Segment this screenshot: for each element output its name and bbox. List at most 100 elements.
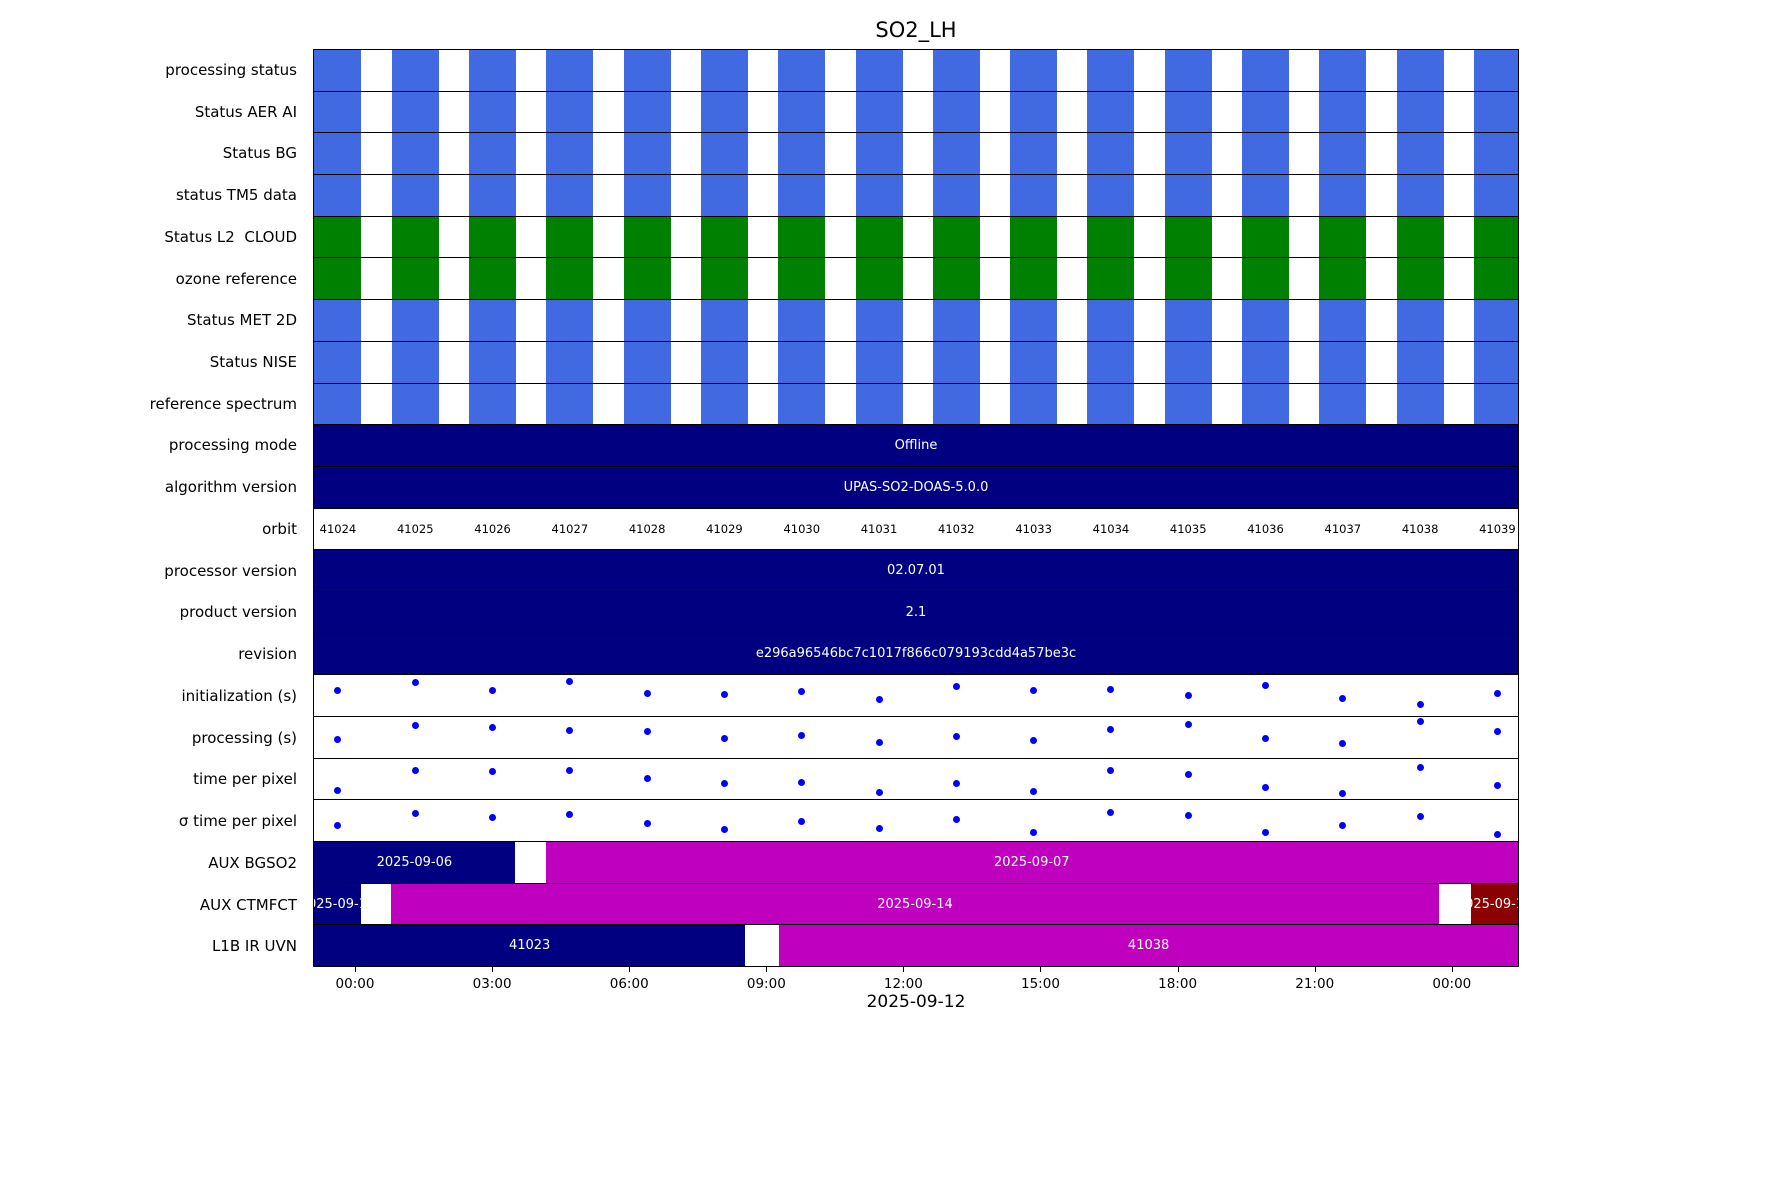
- status-stripe: [469, 258, 517, 300]
- timeline-segment: 2025-09-06: [314, 842, 515, 883]
- status-stripe: [700, 341, 748, 383]
- status-stripe: [1010, 50, 1058, 91]
- timeline-segment: 41023: [314, 925, 746, 966]
- timeline-segment: 41038: [779, 925, 1518, 966]
- status-stripe: [391, 133, 439, 175]
- scatter-point: [1107, 686, 1115, 694]
- status-stripe: [1242, 300, 1289, 341]
- status-stripe: [1087, 258, 1135, 300]
- status-stripe: [546, 175, 594, 216]
- scatter-point: [720, 826, 728, 834]
- scatter-point: [334, 687, 342, 695]
- status-stripe: [314, 341, 362, 383]
- status-stripe: [469, 341, 517, 383]
- row-label-processor-version: processor version: [164, 561, 297, 580]
- x-tick-label: 00:00: [335, 976, 375, 992]
- status-stripe: [1010, 300, 1058, 341]
- status-stripe: [314, 216, 362, 258]
- scatter-point: [798, 818, 806, 826]
- scatter-point: [952, 683, 960, 691]
- status-stripe: [932, 175, 980, 216]
- status-stripe: [314, 258, 362, 300]
- status-stripe: [1242, 175, 1289, 216]
- status-stripe: [391, 341, 439, 383]
- status-stripe: [778, 50, 826, 91]
- scatter-point: [1416, 764, 1424, 772]
- orbit-number: 41025: [396, 521, 434, 536]
- status-stripe: [391, 50, 439, 91]
- status-stripe: [1319, 133, 1367, 175]
- scatter-point: [875, 696, 883, 704]
- status-stripe: [391, 175, 439, 216]
- scatter-point: [952, 816, 960, 824]
- segment-label: 2025-09-07: [994, 854, 1070, 870]
- status-stripe: [1473, 300, 1518, 341]
- x-tick-label: 21:00: [1295, 976, 1335, 992]
- row-label-processing-status: processing status: [165, 60, 297, 79]
- status-stripe: [469, 91, 517, 133]
- status-stripe: [1473, 216, 1518, 258]
- row-label-product-version: product version: [179, 603, 297, 622]
- x-tick-mark: [903, 967, 905, 972]
- status-stripe: [623, 341, 671, 383]
- x-tick-mark: [1177, 967, 1179, 972]
- scatter-point: [1030, 787, 1038, 795]
- status-stripe: [469, 50, 517, 91]
- row-processing-s: [314, 717, 1518, 759]
- row-product-version: 2.1: [314, 591, 1518, 634]
- plot-area: Offline UPAS-SO2-DOAS-5.0.0 41024 41025 4102…: [313, 49, 1519, 967]
- status-stripe: [546, 133, 594, 175]
- orbit-number: 41026: [474, 521, 511, 536]
- status-stripe: [1010, 383, 1058, 425]
- status-stripe: [700, 175, 748, 216]
- row-label-revision: revision: [238, 645, 297, 664]
- row-revision: e296a96546bc7c1017f866c079193cdd4a57be3c: [314, 633, 1518, 676]
- status-stripe: [855, 91, 903, 133]
- status-stripe: [391, 300, 439, 341]
- orbit-number: 41034: [1092, 521, 1130, 536]
- status-stripe: [1242, 216, 1289, 258]
- row-label-status-nise: Status NISE: [209, 353, 297, 371]
- status-stripe: [1010, 216, 1058, 258]
- status-stripe: [1396, 216, 1444, 258]
- status-stripe: [1473, 91, 1518, 133]
- scatter-point: [1030, 687, 1038, 695]
- status-stripe: [546, 300, 594, 341]
- status-stripe: [1164, 133, 1212, 175]
- scatter-point: [1184, 770, 1192, 778]
- scatter-point: [720, 691, 728, 699]
- status-stripe: [1242, 258, 1289, 300]
- status-stripe: [1396, 175, 1444, 216]
- status-stripe: [314, 50, 362, 91]
- status-stripe: [778, 383, 826, 425]
- scatter-point: [720, 734, 728, 742]
- row-ozone-reference: [314, 258, 1518, 301]
- status-stripe: [700, 133, 748, 175]
- row-label-status-l2-cloud: Status L2 CLOUD: [164, 227, 297, 246]
- status-stripe: [1473, 383, 1518, 425]
- status-stripe: [932, 341, 980, 383]
- status-stripe: [1473, 341, 1518, 383]
- status-stripe: [1473, 175, 1518, 216]
- x-tick-mark: [354, 967, 356, 972]
- row-label-reference-spectrum: reference spectrum: [149, 394, 297, 413]
- status-stripe: [1087, 50, 1135, 91]
- row-label-algorithm-version: algorithm version: [164, 478, 297, 497]
- scatter-point: [1184, 812, 1192, 820]
- segment-label: 2025-09-13: [314, 896, 376, 912]
- segment-label: 2025-09-14: [877, 896, 953, 912]
- segment-label: 2025-09-15: [1456, 896, 1518, 912]
- row-label-status-tm5-data: status TM5 data: [175, 186, 297, 205]
- status-stripe: [1164, 91, 1212, 133]
- row-label-processing-mode: processing mode: [168, 436, 297, 455]
- scatter-point: [566, 766, 574, 774]
- status-stripe: [855, 175, 903, 216]
- scatter-point: [1107, 725, 1115, 733]
- scatter-point: [1107, 766, 1115, 774]
- orbit-number: 41029: [706, 521, 743, 536]
- scatter-point: [1262, 734, 1270, 742]
- orbit-number: 41028: [628, 521, 666, 536]
- orbit-number: 41030: [783, 521, 821, 536]
- scatter-point: [334, 822, 342, 830]
- row-l1b-ir-uvn: 41023 41038: [314, 925, 1518, 966]
